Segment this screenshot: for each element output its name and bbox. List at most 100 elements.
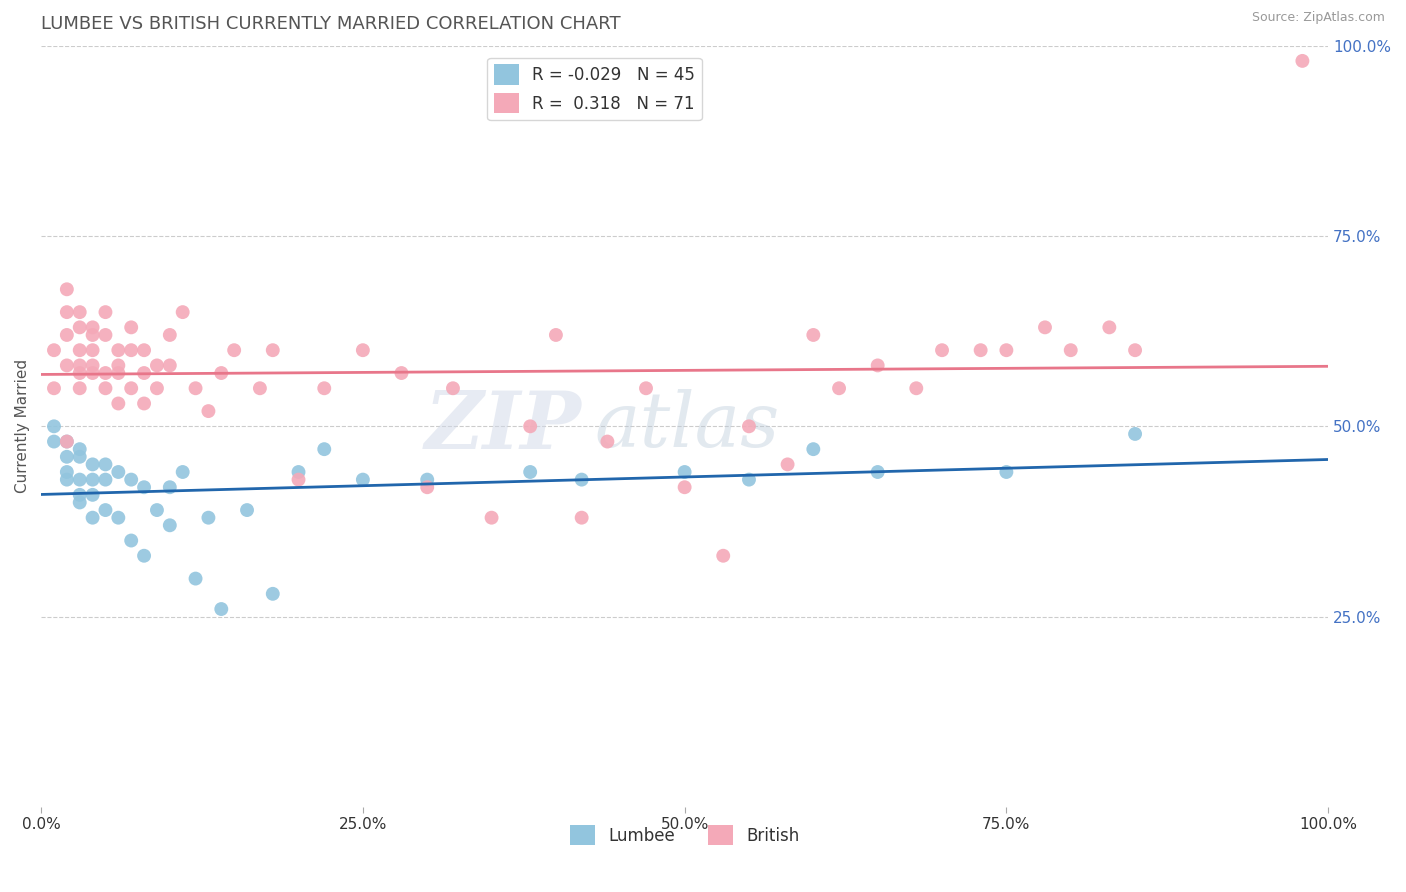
Point <box>801 328 824 343</box>
Point <box>120 381 142 395</box>
Point <box>995 465 1018 479</box>
Point <box>120 320 142 334</box>
Point <box>416 473 439 487</box>
Point <box>352 473 374 487</box>
Point <box>132 549 155 563</box>
Point <box>94 458 117 472</box>
Point <box>249 381 271 395</box>
Point <box>42 381 65 395</box>
Point <box>571 473 593 487</box>
Point <box>69 343 91 358</box>
Point <box>82 359 104 373</box>
Point <box>314 381 336 395</box>
Point <box>287 465 309 479</box>
Point <box>159 359 181 373</box>
Point <box>172 465 194 479</box>
Point <box>519 465 541 479</box>
Point <box>94 328 117 343</box>
Text: LUMBEE VS BRITISH CURRENTLY MARRIED CORRELATION CHART: LUMBEE VS BRITISH CURRENTLY MARRIED CORR… <box>41 15 620 33</box>
Point <box>82 366 104 380</box>
Point <box>107 359 129 373</box>
Point <box>262 343 284 358</box>
Point <box>107 366 129 380</box>
Point <box>224 343 246 358</box>
Point <box>56 305 79 319</box>
Point <box>596 434 619 449</box>
Point <box>82 510 104 524</box>
Point <box>94 503 117 517</box>
Point <box>209 366 232 380</box>
Point <box>236 503 259 517</box>
Point <box>673 480 696 494</box>
Point <box>94 473 117 487</box>
Point <box>544 328 567 343</box>
Point <box>132 343 155 358</box>
Point <box>866 465 889 479</box>
Point <box>56 359 79 373</box>
Point <box>209 602 232 616</box>
Point <box>120 343 142 358</box>
Point <box>82 320 104 334</box>
Point <box>969 343 991 358</box>
Point <box>56 434 79 449</box>
Point <box>56 328 79 343</box>
Point <box>69 366 91 380</box>
Point <box>69 320 91 334</box>
Point <box>571 510 593 524</box>
Point <box>107 343 129 358</box>
Point <box>738 419 761 434</box>
Point <box>905 381 928 395</box>
Point <box>776 458 799 472</box>
Point <box>1123 426 1146 441</box>
Point <box>69 305 91 319</box>
Point <box>1098 320 1121 334</box>
Point <box>82 458 104 472</box>
Point <box>94 381 117 395</box>
Point <box>82 343 104 358</box>
Point <box>738 473 761 487</box>
Point <box>42 434 65 449</box>
Point <box>262 587 284 601</box>
Text: ZIP: ZIP <box>425 388 582 465</box>
Point <box>931 343 953 358</box>
Point <box>69 450 91 464</box>
Point <box>1291 54 1313 68</box>
Point <box>866 359 889 373</box>
Point <box>69 359 91 373</box>
Point <box>146 381 169 395</box>
Point <box>634 381 657 395</box>
Point <box>416 480 439 494</box>
Point <box>995 343 1018 358</box>
Point <box>159 328 181 343</box>
Point <box>107 465 129 479</box>
Text: Source: ZipAtlas.com: Source: ZipAtlas.com <box>1251 11 1385 24</box>
Point <box>673 465 696 479</box>
Point <box>184 381 207 395</box>
Point <box>828 381 851 395</box>
Point <box>197 404 219 418</box>
Point <box>146 503 169 517</box>
Legend: R = -0.029   N = 45, R =  0.318   N = 71: R = -0.029 N = 45, R = 0.318 N = 71 <box>488 58 702 120</box>
Point <box>69 381 91 395</box>
Point <box>132 366 155 380</box>
Point <box>82 488 104 502</box>
Point <box>1123 343 1146 358</box>
Point <box>69 473 91 487</box>
Point <box>120 533 142 548</box>
Point <box>159 480 181 494</box>
Point <box>94 305 117 319</box>
Point <box>352 343 374 358</box>
Point <box>1033 320 1056 334</box>
Point <box>56 282 79 296</box>
Point <box>801 442 824 457</box>
Point <box>82 328 104 343</box>
Point <box>197 510 219 524</box>
Point <box>42 419 65 434</box>
Point <box>146 359 169 373</box>
Point <box>56 473 79 487</box>
Point <box>184 572 207 586</box>
Point <box>107 396 129 410</box>
Point <box>56 434 79 449</box>
Point <box>94 366 117 380</box>
Point <box>519 419 541 434</box>
